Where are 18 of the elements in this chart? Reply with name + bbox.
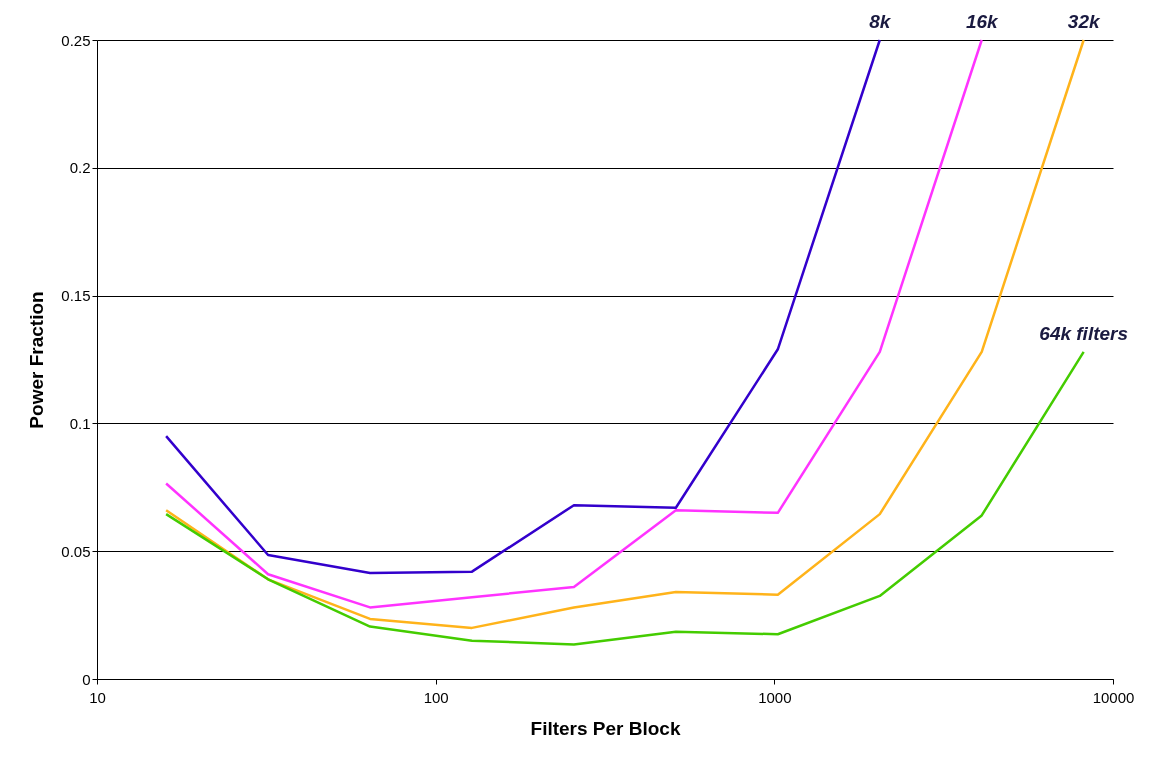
series-label: 32k xyxy=(1067,11,1101,32)
x-tick-label: 10 xyxy=(89,688,106,706)
series-label: 16k xyxy=(965,11,999,32)
x-tick-label: 1000 xyxy=(758,688,792,706)
x-tick-label: 100 xyxy=(423,688,449,706)
line-series xyxy=(164,38,882,575)
y-axis-title: Power Fraction xyxy=(26,291,48,429)
x-axis-title: Filters Per Block xyxy=(530,717,681,739)
y-tick-label: 0.05 xyxy=(61,542,91,560)
y-tick-label: 0.2 xyxy=(69,159,91,177)
x-tick-label: 10000 xyxy=(1092,688,1135,706)
line-series xyxy=(164,350,1085,646)
y-tick-label: 0 xyxy=(82,670,91,688)
y-tick-label: 0.25 xyxy=(61,31,91,49)
y-tick-label: 0.15 xyxy=(61,287,91,305)
series-label: 8k xyxy=(869,11,892,32)
series-label: 64k filters xyxy=(1039,322,1129,344)
y-tick-label: 0.1 xyxy=(69,414,91,432)
